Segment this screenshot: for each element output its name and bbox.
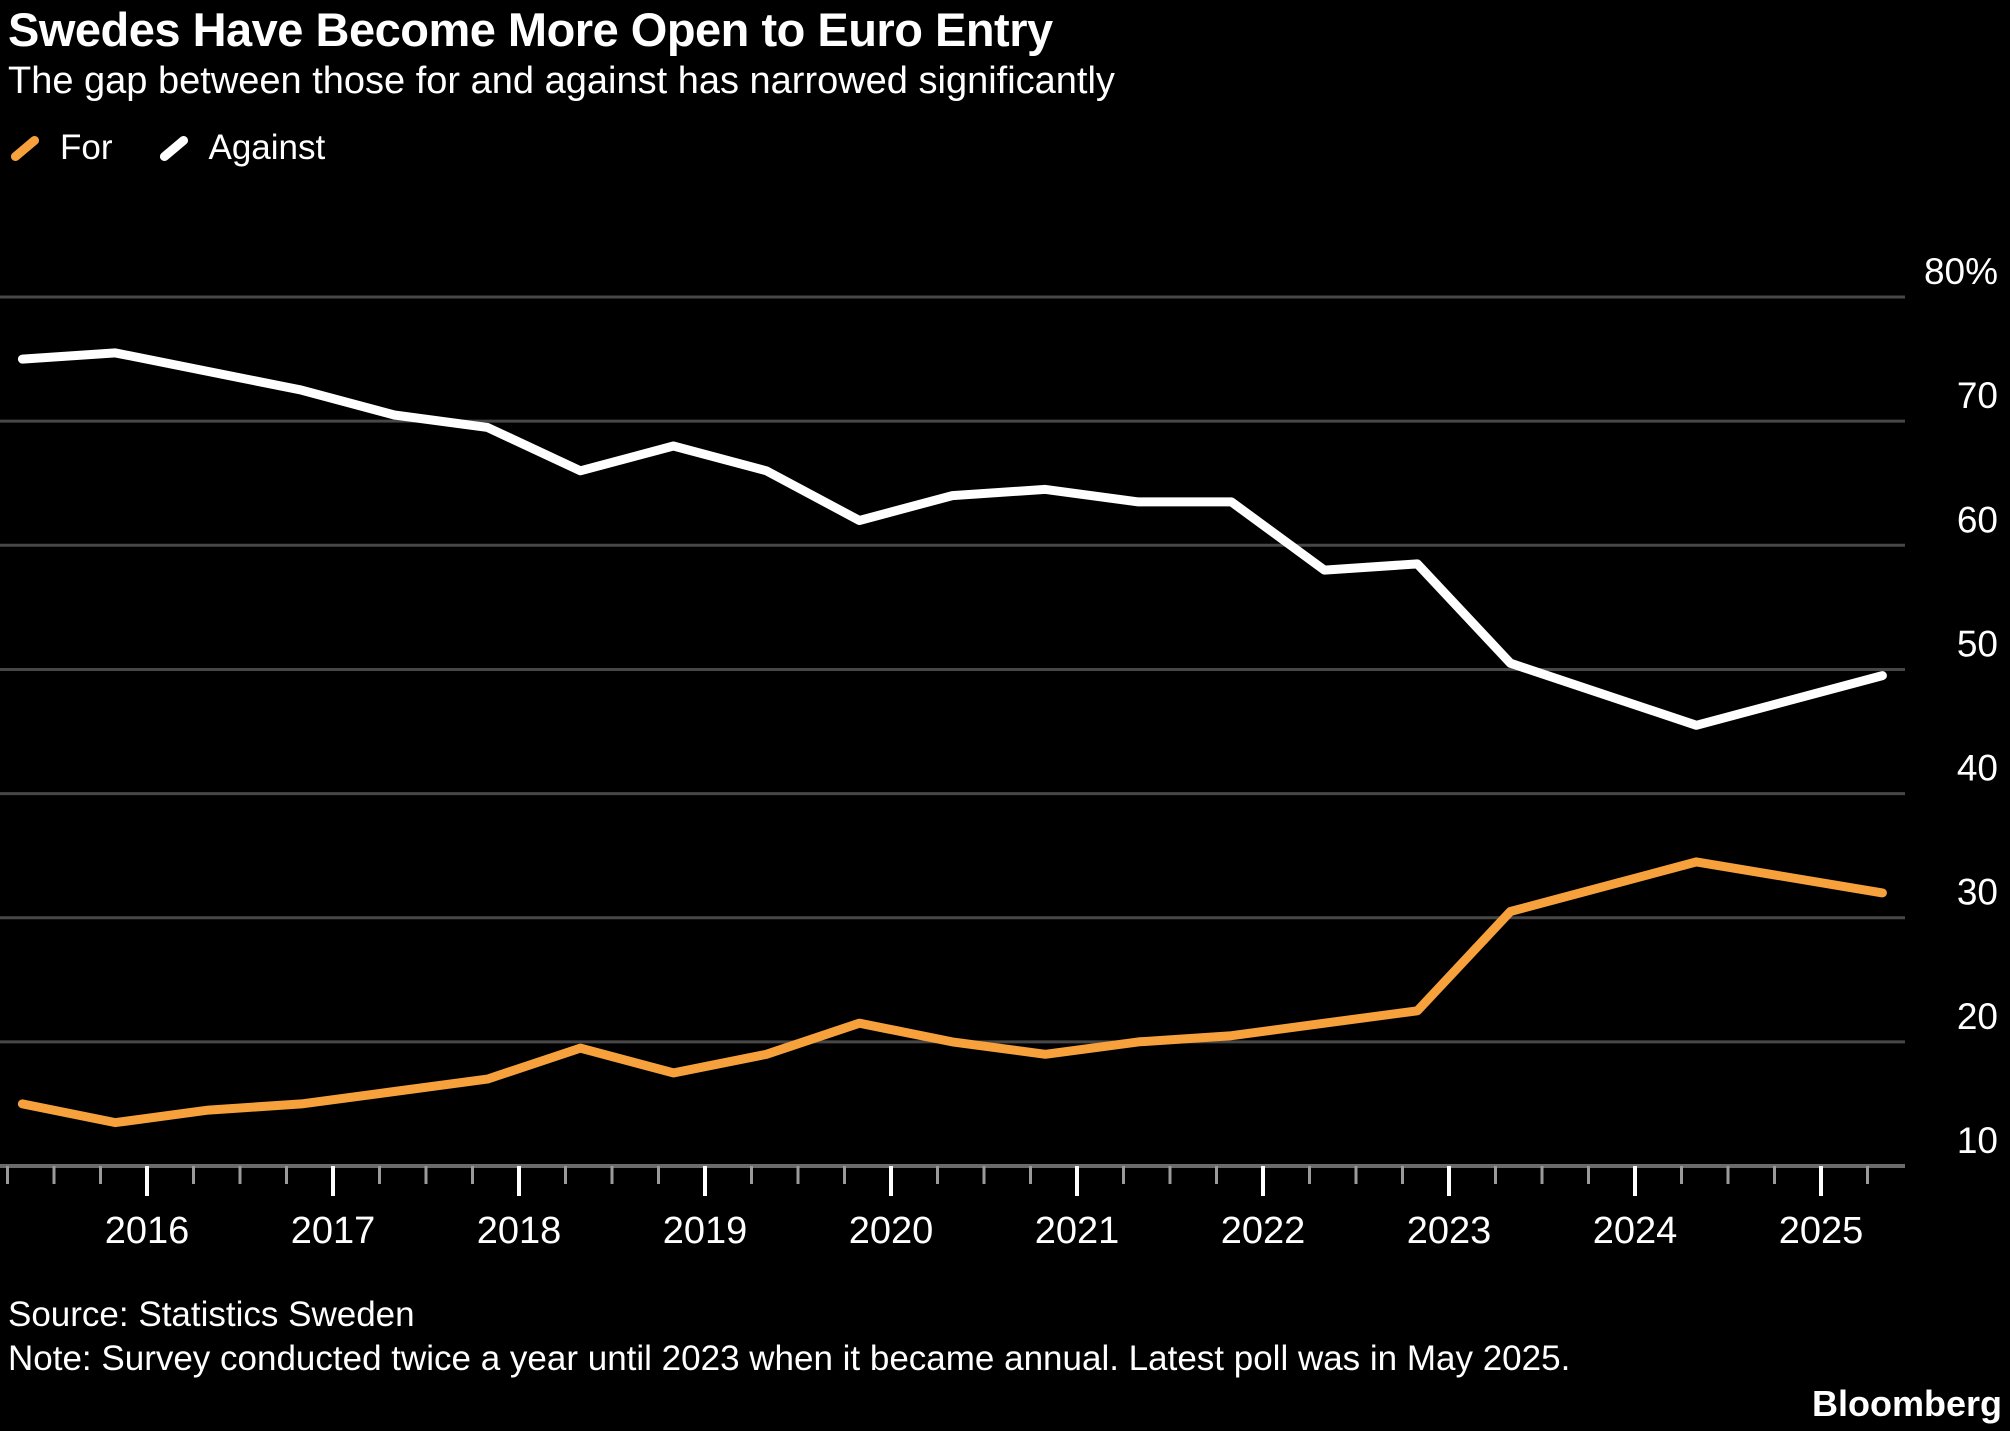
x-tick-label: 2022 [1221,1210,1306,1252]
against-line [17,348,1887,730]
y-tick-label: 20 [1957,996,1998,1037]
source-text: Source: Statistics Sweden [8,1295,415,1334]
y-tick-label: 80% [1924,251,1998,292]
x-tick-label: 2023 [1407,1210,1492,1252]
x-tick-label: 2018 [477,1210,562,1252]
page-subtitle: The gap between those for and against ha… [8,60,1115,102]
x-tick-label: 2025 [1779,1210,1864,1252]
x-tick-label: 2019 [663,1210,748,1252]
x-tick-label: 2024 [1593,1210,1678,1252]
chart-legend: For Against [8,128,325,168]
bloomberg-logo: Bloomberg [1811,1383,2002,1424]
note-text: Note: Survey conducted twice a year unti… [8,1339,1571,1379]
x-tick-label: 2020 [849,1210,934,1252]
y-tick-label: 30 [1957,872,1998,913]
legend-label-against: Against [208,128,326,167]
chart-footer: Source: Statistics Sweden Note: Survey c… [8,1293,1828,1381]
y-tick-label: 40 [1957,748,1998,789]
y-tick-label: 50 [1957,623,1998,664]
x-tick-label: 2016 [105,1210,190,1252]
for-line [17,857,1887,1128]
line-chart: 2016 2017 2018 2019 2020 2021 2022 2023 2024 2025… [0,251,1998,1252]
y-tick-label: 10 [1957,1120,1998,1161]
legend-label-for: For [60,128,113,167]
page-title: Swedes Have Become More Open to Euro Ent… [8,3,1053,56]
x-tick-label: 2021 [1035,1210,1120,1252]
x-tick-label: 2017 [291,1210,376,1252]
legend-item-for: For [8,128,113,168]
legend-item-against: Against [157,128,326,168]
y-tick-label: 70 [1957,375,1998,416]
y-tick-label: 60 [1957,499,1998,540]
